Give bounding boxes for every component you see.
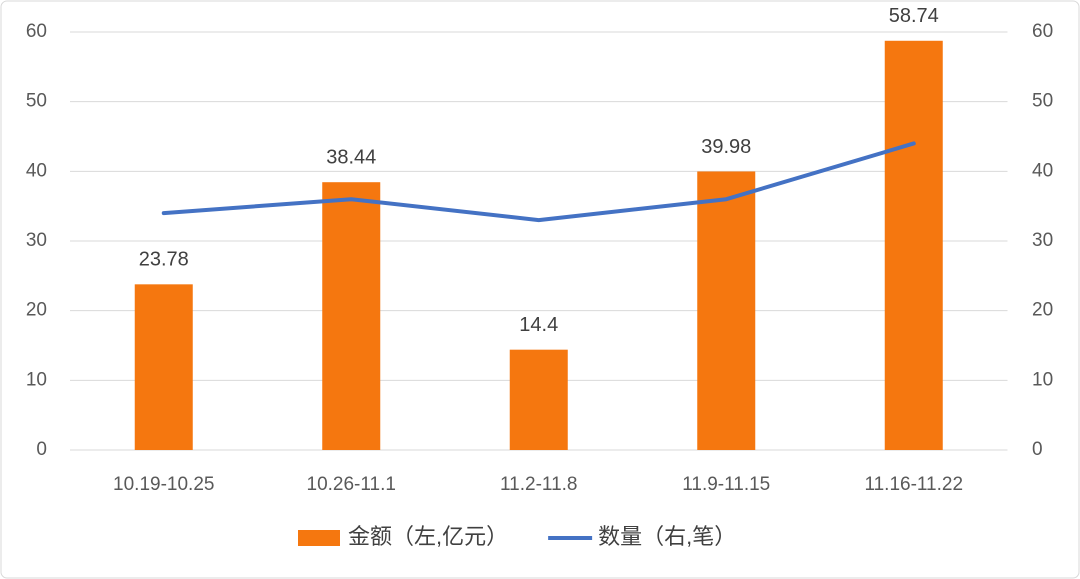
data-label: 23.78 <box>139 249 189 271</box>
bar <box>322 182 381 450</box>
y2-tick-label: 50 <box>1032 91 1053 112</box>
y-tick-label: 30 <box>26 230 47 251</box>
y2-tick-label: 10 <box>1032 369 1053 390</box>
y2-tick-label: 0 <box>1032 439 1043 460</box>
y-tick-label: 50 <box>26 91 47 112</box>
y2-tick-label: 20 <box>1032 300 1053 321</box>
x-tick-label: 11.9-11.15 <box>682 474 770 495</box>
data-label: 38.44 <box>326 146 376 168</box>
legend-label: 金额（左,亿元） <box>348 524 508 549</box>
bar <box>697 171 756 451</box>
data-label: 14.4 <box>519 314 558 336</box>
y2-tick-label: 60 <box>1032 21 1053 42</box>
bar <box>134 284 193 450</box>
y-tick-label: 20 <box>26 300 47 321</box>
x-tick-label: 11.16-11.22 <box>864 474 963 495</box>
x-tick-label: 10.26-11.1 <box>307 474 396 495</box>
y-tick-label: 0 <box>36 439 47 460</box>
bar <box>884 40 943 450</box>
data-label: 58.74 <box>889 5 939 27</box>
y2-tick-label: 30 <box>1032 230 1053 251</box>
line <box>161 141 916 223</box>
bar <box>509 349 568 450</box>
y-tick-label: 60 <box>26 21 47 42</box>
y2-tick-label: 40 <box>1032 160 1053 181</box>
x-tick-label: 11.2-11.8 <box>500 474 577 495</box>
y-tick-label: 10 <box>26 369 47 390</box>
y-tick-label: 40 <box>26 160 47 181</box>
data-label: 39.98 <box>701 136 751 158</box>
legend-swatch <box>298 530 340 546</box>
x-tick-label: 10.19-10.25 <box>113 474 214 495</box>
legend-label: 数量（右,笔） <box>598 524 736 549</box>
